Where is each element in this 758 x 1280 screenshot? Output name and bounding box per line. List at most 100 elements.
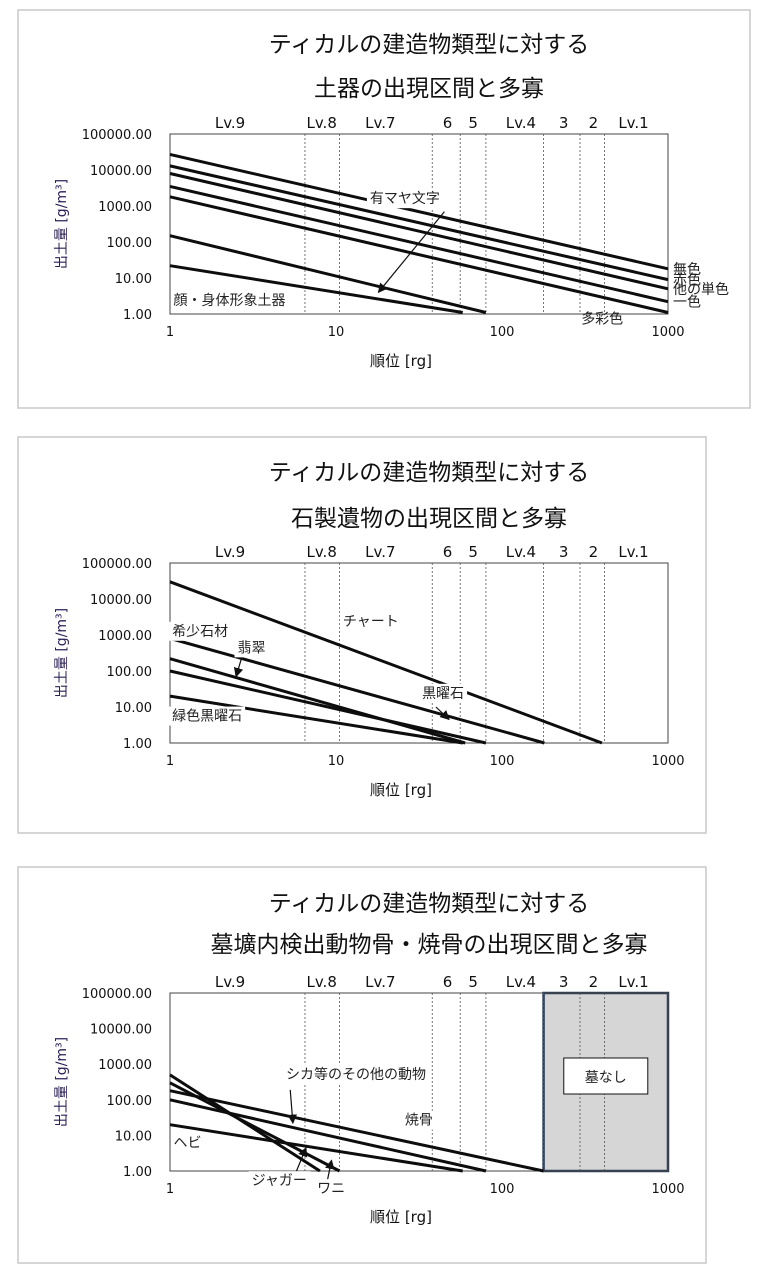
series-line-5: [169, 694, 463, 745]
annotation-arrow: [233, 657, 244, 678]
y-axis-label: 出土量 [g/m³]: [54, 1037, 70, 1127]
series-label-right: 赤色: [673, 272, 701, 289]
y-tick-label: 10.00: [115, 701, 152, 716]
no-tomb-box: [563, 1057, 649, 1095]
annotation-arrow: [287, 1089, 297, 1125]
y-tick-label: 10.00: [115, 272, 152, 287]
series-line-2: [169, 164, 669, 282]
series-line-4: [169, 669, 487, 745]
y-tick-label: 100.00: [107, 665, 153, 680]
annotation-label: 希少石材: [172, 624, 228, 640]
x-tick-label: 1: [166, 754, 174, 769]
annotation-bg: [283, 1065, 430, 1085]
chart-title-line-1: ティカルの建造物類型に対する: [269, 32, 590, 58]
annotation-label: ワニ: [317, 1181, 345, 1197]
x-axis-label: 順位 [rg]: [370, 781, 432, 799]
x-axis-label: 順位 [rg]: [370, 352, 432, 370]
level-label: 3: [559, 543, 569, 561]
level-label: Lv.9: [215, 973, 245, 991]
annotation-bg: [234, 638, 269, 658]
annotation-label: ヘビ: [174, 1136, 202, 1152]
level-label: 2: [589, 543, 599, 561]
annotation-label: 翡翠: [237, 640, 265, 656]
annotation-label: 顔・身体形象土器: [174, 293, 286, 309]
series-line-1: [169, 153, 669, 271]
chart-title-line-1: ティカルの建造物類型に対する: [269, 891, 590, 917]
annotation-bg: [170, 290, 289, 310]
chart-title-line-1: ティカルの建造物類型に対する: [269, 460, 590, 486]
y-tick-label: 10.00: [115, 1129, 152, 1144]
x-tick-label: 100: [490, 1182, 515, 1197]
level-label: Lv.1: [618, 973, 648, 991]
chart-title-line-2: 石製遺物の出現区間と多寡: [291, 506, 567, 532]
annotation-label: 有マヤ文字: [370, 191, 440, 207]
x-tick-label: 1: [166, 1182, 174, 1197]
level-label: 5: [468, 114, 478, 132]
series-line-4: [169, 1089, 544, 1173]
y-tick-label: 1.00: [123, 1165, 152, 1180]
y-tick-label: 100.00: [107, 1094, 153, 1109]
plot-area: [169, 133, 669, 315]
level-label: 3: [559, 973, 569, 991]
chart-frame: [17, 9, 751, 409]
level-label: Lv.7: [365, 973, 395, 991]
level-label: Lv.4: [506, 114, 536, 132]
y-tick-label: 100.00: [107, 236, 153, 251]
annotation-bg: [401, 1110, 436, 1130]
x-tick-label: 100: [490, 754, 515, 769]
y-tick-label: 1000.00: [98, 1058, 152, 1073]
level-label: Lv.4: [506, 543, 536, 561]
chart-frame: [17, 436, 707, 834]
annotation-bg: [169, 621, 232, 641]
y-tick-label: 10000.00: [90, 164, 152, 179]
annotation-label: ジャガー: [252, 1173, 307, 1189]
chart-title-line-2: 土器の出現区間と多寡: [314, 76, 544, 102]
level-label: Lv.4: [506, 973, 536, 991]
annotation-bg: [248, 1171, 311, 1191]
level-label: Lv.8: [306, 973, 336, 991]
annotation-label: 緑色黒曜石: [172, 708, 242, 725]
y-tick-label: 100000.00: [82, 557, 152, 572]
y-axis-label: 出土量 [g/m³]: [54, 608, 70, 698]
series-label: 多彩色: [581, 310, 623, 327]
series-label-right: 一色: [673, 294, 701, 311]
x-tick-label: 10: [328, 754, 345, 769]
series-line-7: [169, 264, 463, 314]
level-label: 5: [468, 973, 478, 991]
series-label-right: 他の単色: [673, 281, 729, 298]
level-label: 6: [443, 114, 453, 132]
y-tick-label: 1.00: [123, 737, 152, 752]
level-label: Lv.7: [365, 543, 395, 561]
y-tick-label: 10000.00: [90, 593, 152, 608]
x-tick-label: 1: [166, 325, 174, 340]
annotation-bg: [419, 683, 468, 703]
x-tick-label: 1000: [651, 1182, 684, 1197]
level-label: Lv.8: [306, 543, 336, 561]
annotation-label: チャート: [343, 614, 399, 630]
level-label: 5: [468, 543, 478, 561]
annotation-bg: [314, 1179, 349, 1199]
annotation-bg: [366, 189, 443, 209]
plot-area: [169, 992, 669, 1172]
series-line-3: [169, 1098, 487, 1173]
level-label: Lv.9: [215, 114, 245, 132]
series-line-1: [169, 580, 603, 745]
level-label: 6: [443, 543, 453, 561]
x-axis-label: 順位 [rg]: [370, 1208, 432, 1226]
y-tick-label: 10000.00: [90, 1023, 152, 1038]
y-tick-label: 1.00: [123, 308, 152, 323]
x-tick-label: 1000: [651, 325, 684, 340]
series-line-4: [169, 184, 669, 304]
y-tick-label: 1000.00: [98, 200, 152, 215]
series-label-right: 無色: [673, 261, 701, 278]
x-tick-label: 1000: [651, 754, 684, 769]
no-tomb-label: 墓なし: [585, 1070, 627, 1086]
annotation-label: 焼骨: [405, 1113, 433, 1129]
level-label: 3: [559, 114, 569, 132]
annotation-bg: [339, 611, 402, 631]
level-label: Lv.8: [306, 114, 336, 132]
annotation-bg: [170, 1133, 205, 1153]
